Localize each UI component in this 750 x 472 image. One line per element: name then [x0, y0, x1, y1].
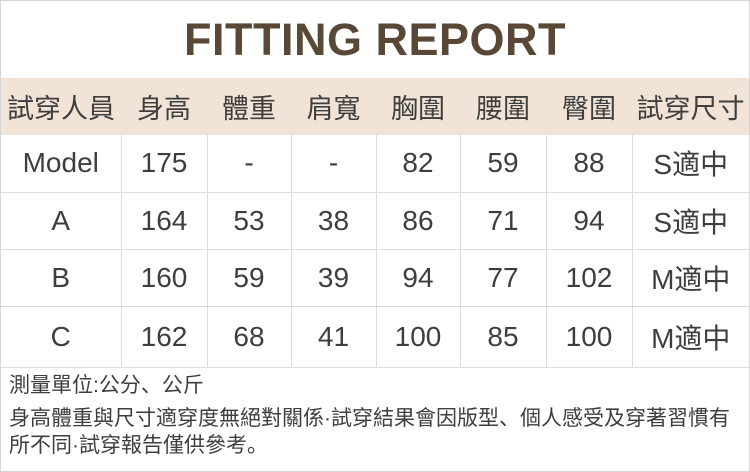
table-row-c: C 162 68 41 100 85 100 M適中: [1, 305, 749, 368]
cell-hip: 102: [545, 248, 633, 307]
cell-shoulder: 38: [290, 191, 377, 250]
table-header-row: 試穿人員 身高 體重 肩寬 胸圍 腰圍 臀圍 試穿尺寸: [1, 78, 749, 135]
col-header-fit-size: 試穿尺寸: [632, 78, 749, 135]
cell-waist: 85: [459, 305, 547, 368]
measurement-units-note: 測量單位:公分、公斤: [9, 373, 204, 397]
cell-waist: 71: [459, 191, 547, 250]
cell-hip: 88: [545, 135, 633, 193]
cell-fit-size: S適中: [631, 191, 749, 250]
cell-fit-size: M適中: [631, 305, 749, 368]
col-header-height: 身高: [121, 78, 207, 135]
cell-height: 175: [120, 135, 208, 193]
cell-fit-size: M適中: [631, 248, 749, 307]
cell-weight: 53: [206, 191, 292, 250]
col-header-shoulder: 肩寬: [291, 78, 376, 135]
disclaimer-note: 身高體重與尺寸適穿度無絕對關係·試穿結果會因版型、個人感受及穿著習慣有所不同·試…: [9, 407, 730, 458]
cell-waist: 77: [459, 248, 547, 307]
cell-fitter: A: [1, 191, 122, 250]
cell-height: 164: [120, 191, 208, 250]
cell-fitter: Model: [1, 135, 122, 193]
cell-shoulder: 41: [290, 305, 377, 368]
cell-hip: 94: [545, 191, 633, 250]
footer-notes: 測量單位:公分、公斤 身高體重與尺寸適穿度無絕對關係·試穿結果會因版型、個人感受…: [1, 368, 749, 472]
cell-bust: 86: [375, 191, 461, 250]
fitting-table: 試穿人員 身高 體重 肩寬 胸圍 腰圍 臀圍 試穿尺寸 Model 175 - …: [1, 78, 749, 368]
cell-fitter: B: [1, 248, 122, 307]
cell-bust: 82: [375, 135, 461, 193]
title-bar: FITTING REPORT: [1, 1, 749, 78]
cell-shoulder: 39: [290, 248, 377, 307]
col-header-bust: 胸圍: [376, 78, 460, 135]
col-header-waist: 腰圍: [460, 78, 546, 135]
cell-weight: -: [206, 135, 292, 193]
cell-hip: 100: [545, 305, 633, 368]
page-title: FITTING REPORT: [184, 13, 566, 65]
table-row-a: A 164 53 38 86 71 94 S適中: [1, 191, 749, 250]
table-row-model: Model 175 - - 82 59 88 S適中: [1, 135, 749, 193]
cell-bust: 100: [375, 305, 461, 368]
col-header-fitter: 試穿人員: [1, 78, 121, 135]
cell-weight: 68: [206, 305, 292, 368]
cell-fitter: C: [1, 305, 122, 368]
cell-shoulder: -: [290, 135, 377, 193]
col-header-weight: 體重: [207, 78, 291, 135]
cell-waist: 59: [459, 135, 547, 193]
col-header-hip: 臀圍: [546, 78, 632, 135]
table-row-b: B 160 59 39 94 77 102 M適中: [1, 248, 749, 307]
cell-height: 162: [120, 305, 208, 368]
cell-height: 160: [120, 248, 208, 307]
cell-weight: 59: [206, 248, 292, 307]
cell-fit-size: S適中: [631, 135, 749, 193]
cell-bust: 94: [375, 248, 461, 307]
